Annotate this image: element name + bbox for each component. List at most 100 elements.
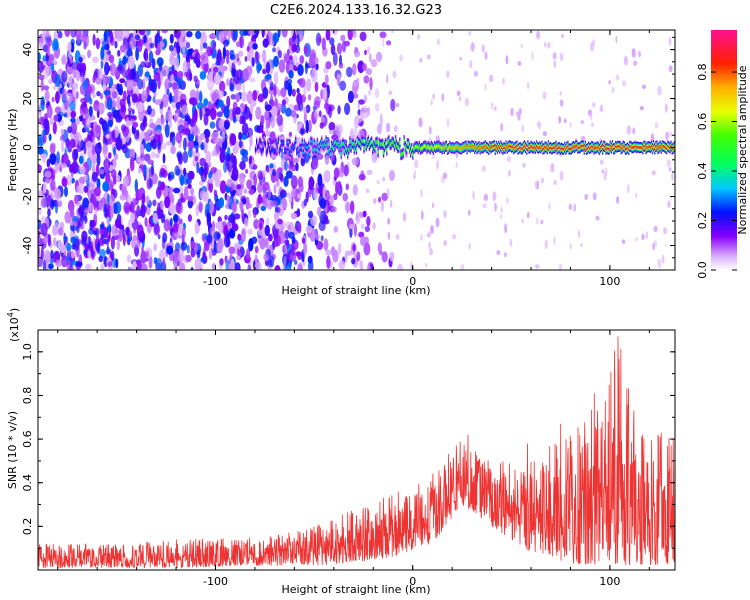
noise-cell	[75, 70, 81, 82]
noise-cell	[208, 201, 215, 214]
tick-label: -100	[203, 575, 228, 588]
signal-cell	[415, 145, 417, 148]
signal-cell	[479, 147, 481, 151]
noise-cell	[109, 194, 115, 208]
noise-cell	[284, 160, 288, 171]
noise-cell	[65, 138, 71, 149]
spectrogram-y-axis-label: Frequency (Hz)	[6, 109, 19, 192]
signal-cell	[308, 144, 310, 148]
noise-cell	[287, 224, 292, 231]
signal-cell	[320, 143, 322, 146]
noise-cell	[115, 137, 123, 151]
noise-cell	[265, 130, 271, 137]
noise-cell	[288, 131, 293, 137]
noise-cell	[162, 93, 169, 108]
noise-cell	[190, 240, 196, 249]
noise-cell	[395, 233, 400, 240]
signal-cell	[288, 151, 290, 154]
noise-cell	[95, 124, 101, 134]
noise-cell	[200, 31, 207, 46]
noise-cell	[250, 48, 254, 58]
noise-cell	[173, 221, 179, 234]
noise-cell	[363, 242, 371, 256]
signal-cell	[490, 146, 492, 150]
noise-cell	[397, 263, 403, 270]
signal-cell	[556, 147, 558, 151]
noise-cell	[265, 61, 271, 74]
signal-cell	[571, 146, 573, 149]
signal-cell	[311, 140, 313, 143]
noise-cell	[224, 256, 228, 265]
signal-cell	[643, 145, 645, 148]
noise-cell	[595, 215, 600, 221]
noise-cell	[351, 157, 359, 166]
signal-cell	[653, 144, 655, 147]
signal-cell	[413, 147, 415, 150]
noise-cell	[253, 208, 257, 219]
noise-cell	[298, 78, 306, 88]
signal-cell	[474, 147, 476, 150]
noise-cell	[96, 178, 101, 190]
noise-cell	[96, 91, 101, 97]
noise-cell	[211, 263, 216, 270]
signal-cell	[657, 147, 659, 150]
noise-cell	[290, 110, 297, 118]
noise-cell	[64, 99, 68, 110]
noise-cell	[140, 204, 146, 218]
noise-cell	[315, 182, 319, 193]
noise-cell	[152, 212, 158, 224]
signal-cell	[552, 147, 554, 150]
signal-cell	[297, 149, 299, 152]
signal-cell	[283, 141, 285, 145]
noise-cell	[143, 48, 149, 62]
noise-cell	[96, 241, 101, 254]
signal-cell	[432, 148, 435, 151]
noise-cell	[173, 56, 180, 70]
signal-cell	[609, 144, 611, 148]
noise-cell	[106, 236, 110, 247]
noise-cell	[179, 262, 186, 270]
noise-cell	[413, 173, 416, 180]
noise-cell	[42, 129, 48, 136]
noise-cell	[313, 100, 321, 109]
noise-cell	[239, 161, 246, 170]
noise-cell	[75, 91, 79, 100]
signal-cell	[620, 147, 622, 150]
signal-cell	[623, 145, 625, 149]
noise-cell	[38, 206, 42, 216]
noise-cell	[248, 155, 253, 165]
noise-cell	[443, 240, 447, 246]
noise-cell	[217, 221, 223, 234]
noise-cell	[102, 181, 109, 192]
noise-cell	[484, 83, 487, 91]
noise-cell	[353, 81, 357, 87]
signal-cell	[401, 153, 403, 156]
tick-label: 0	[21, 144, 34, 151]
noise-cell	[238, 140, 243, 148]
signal-cell	[369, 142, 372, 145]
noise-cell	[331, 206, 337, 213]
signal-cell	[635, 146, 637, 149]
signal-cell	[397, 146, 399, 149]
noise-cell	[314, 81, 319, 93]
signal-cell	[303, 142, 305, 145]
signal-cell	[313, 141, 315, 145]
signal-cell	[530, 145, 532, 148]
signal-cell	[388, 139, 390, 142]
noise-cell	[94, 99, 99, 106]
noise-cell	[491, 101, 494, 110]
signal-cell	[668, 145, 670, 149]
noise-cell	[333, 167, 340, 179]
noise-cell	[246, 90, 254, 105]
signal-cell	[517, 148, 519, 151]
signal-cell	[501, 146, 503, 150]
signal-cell	[630, 145, 632, 148]
signal-cell	[608, 147, 610, 151]
noise-cell	[295, 251, 303, 257]
noise-cell	[668, 167, 672, 172]
noise-cell	[381, 251, 388, 263]
noise-cell	[366, 169, 373, 175]
noise-cell	[242, 83, 246, 92]
noise-cell	[183, 186, 189, 201]
noise-cell	[106, 216, 110, 227]
